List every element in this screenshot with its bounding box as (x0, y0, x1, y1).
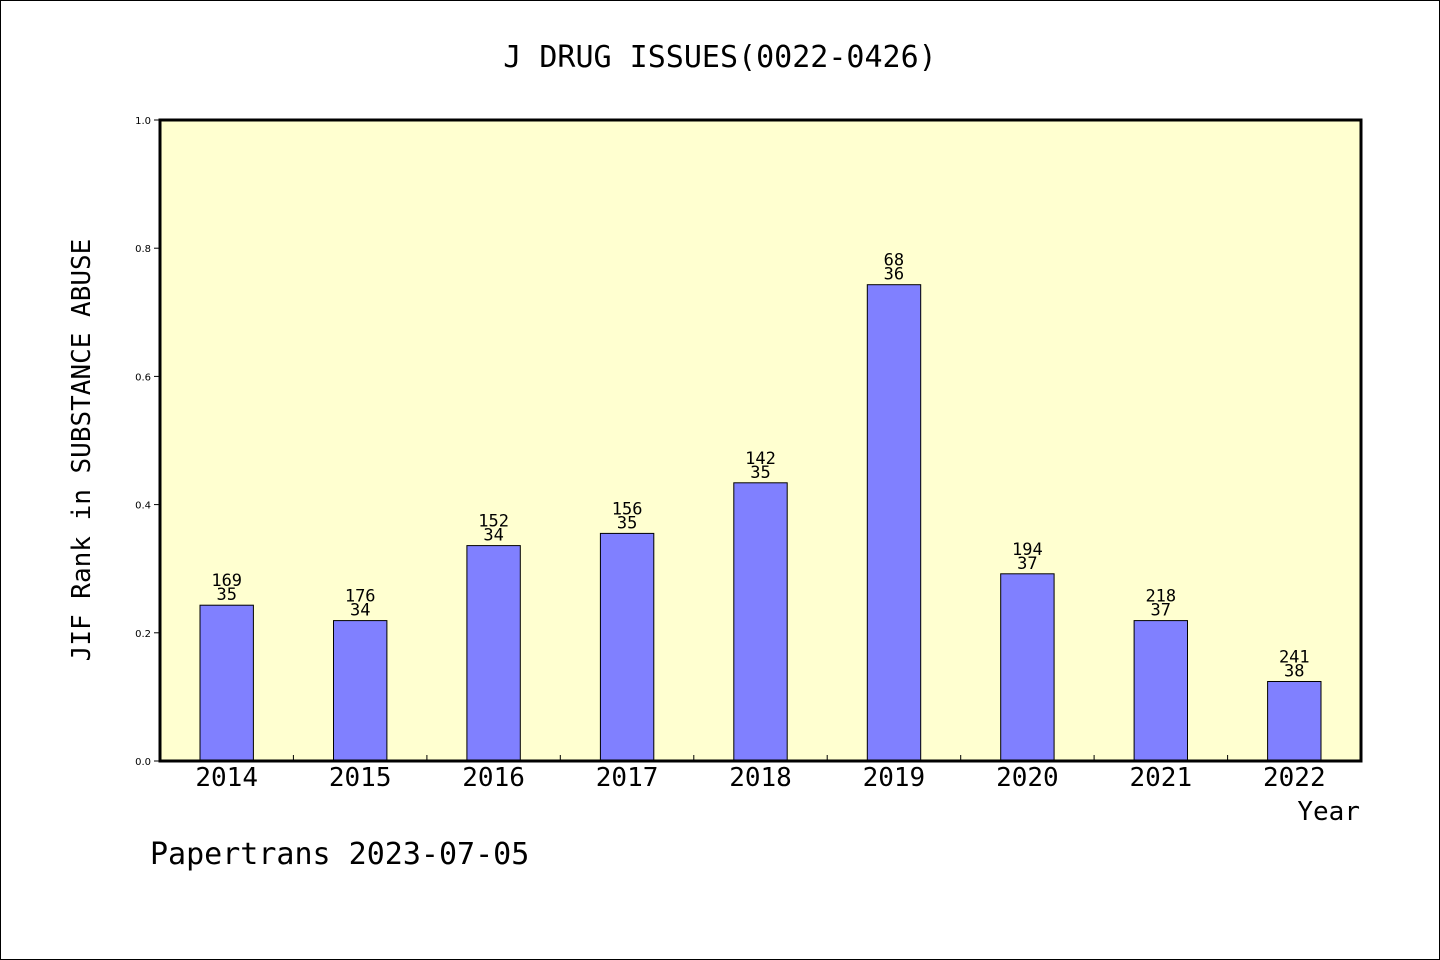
x-axis: 2014 2015 2016 2017 2018 2019 2020 2021 2022 (195, 755, 1326, 793)
x-tick-label-2019: 2019 (863, 763, 926, 793)
watermark-text: Papertrans 2023-07-05 (150, 837, 529, 872)
bar-count-label-2017: 35 (617, 513, 637, 533)
x-axis-label: Year (1297, 797, 1360, 827)
y-tick-label-0.0: 0.0 (135, 757, 151, 768)
bar-2021 (1133, 620, 1188, 762)
bar-rank-label-2020: 194 (1012, 540, 1043, 560)
bar-rank-label-2019: 68 (884, 251, 904, 271)
plot-border (158, 118, 1363, 763)
x-tick-label-2016: 2016 (462, 763, 525, 793)
bar-rank-label-2017: 156 (612, 499, 643, 519)
bar-rank-label-2015: 176 (345, 587, 376, 607)
bar-rank-label-2021: 218 (1145, 587, 1176, 607)
bar-2016 (466, 545, 521, 762)
bar-2020 (1000, 573, 1055, 762)
bar-2019 (866, 284, 922, 762)
bar-count-label-2019: 36 (884, 265, 904, 285)
bar-2022 (1267, 681, 1322, 762)
y-axis-label: JIF Rank in SUBSTANCE ABUSE (67, 239, 97, 662)
bar-2018 (733, 482, 788, 762)
x-tick-label-2020: 2020 (996, 763, 1059, 793)
chart-title: J DRUG ISSUES(0022-0426) (503, 40, 936, 75)
bar-2014 (199, 604, 254, 762)
x-tick-label-2022: 2022 (1263, 763, 1326, 793)
x-tick-label-2014: 2014 (195, 763, 258, 793)
y-tick-label-0.6: 0.6 (135, 372, 151, 383)
y-tick-label-1.0: 1.0 (135, 116, 151, 127)
bar-rank-label-2016: 152 (478, 512, 509, 532)
bar-rank-label-2018: 142 (745, 449, 776, 469)
bar-count-label-2014: 35 (216, 585, 236, 605)
bars-group (199, 284, 1322, 762)
bar-2017 (599, 532, 655, 762)
x-tick-label-2017: 2017 (596, 763, 659, 793)
y-axis: 0.0 0.2 0.4 0.6 0.8 1.0 (135, 116, 160, 768)
x-tick-label-2018: 2018 (729, 763, 792, 793)
bar-count-label-2022: 38 (1284, 662, 1304, 682)
bar-count-label-2015: 34 (350, 601, 370, 621)
y-tick-label-0.2: 0.2 (135, 629, 151, 640)
bar-count-label-2016: 34 (483, 526, 503, 546)
y-tick-label-0.4: 0.4 (135, 501, 151, 512)
x-tick-label-2021: 2021 (1129, 763, 1192, 793)
bar-count-label-2021: 37 (1151, 601, 1171, 621)
x-tick-label-2015: 2015 (329, 763, 392, 793)
bar-rank-label-2014: 169 (211, 571, 242, 591)
bar-count-label-2018: 35 (750, 463, 770, 483)
y-tick-label-0.8: 0.8 (135, 244, 151, 255)
bar-count-label-2020: 37 (1017, 554, 1037, 574)
bar-2015 (333, 620, 388, 762)
bar-rank-label-2022: 241 (1279, 648, 1310, 668)
